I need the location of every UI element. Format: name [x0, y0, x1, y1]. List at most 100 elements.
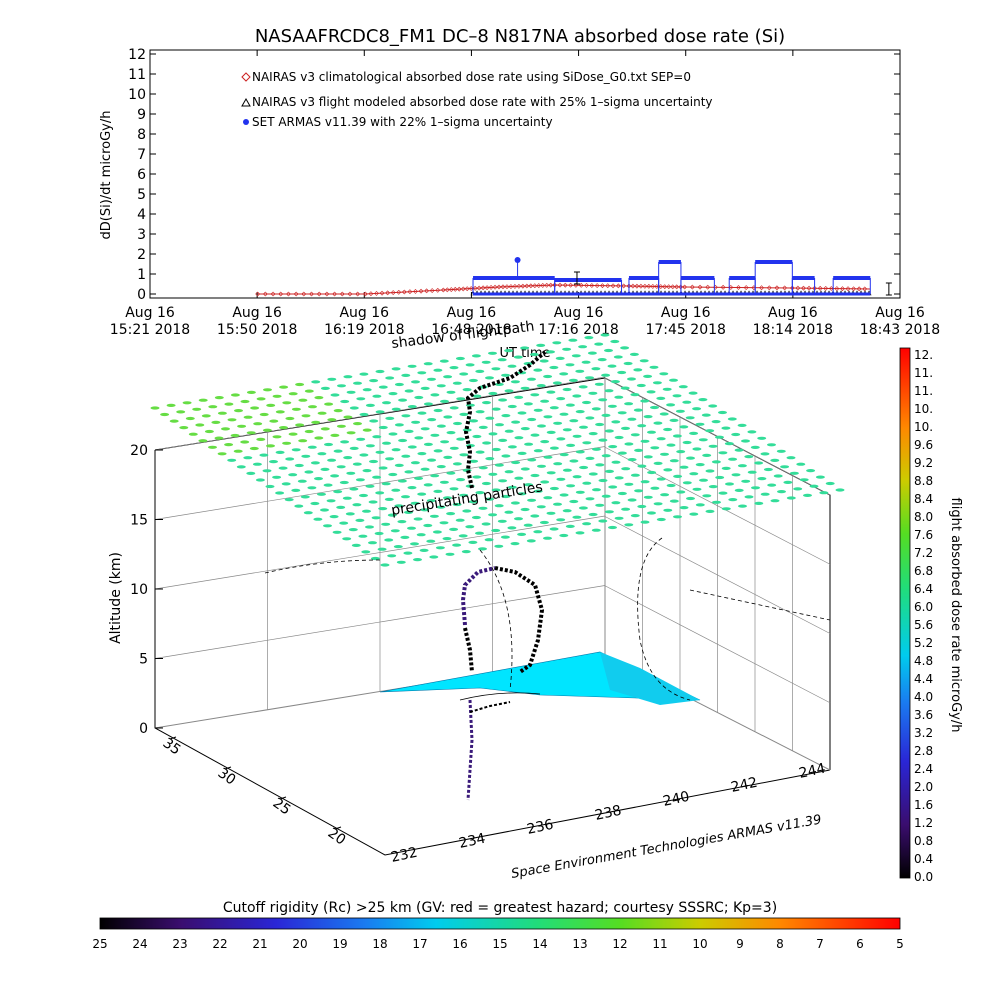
precip-marker	[592, 488, 601, 492]
precip-marker	[504, 510, 514, 514]
precip-marker	[809, 484, 819, 488]
precip-marker	[614, 476, 624, 480]
precip-marker	[413, 517, 423, 521]
cutoff-colorbar-tick-label: 12	[612, 937, 627, 951]
dose-colorbar-ticks: 12. 11. 11. 10. 10. 9.6 9.2 8.8 8.4 8.0 7.6 7.2 6.8 6…	[914, 348, 933, 884]
dose-colorbar-tick-label: 9.6	[914, 438, 933, 452]
precip-marker	[359, 493, 368, 498]
precip-marker	[825, 481, 835, 486]
precip-marker	[427, 418, 437, 422]
precip-marker	[430, 393, 440, 397]
precip-marker	[491, 488, 501, 492]
precip-marker	[529, 352, 539, 357]
precip-marker	[169, 419, 179, 423]
precip-marker	[552, 381, 562, 385]
precip-marker	[559, 533, 569, 538]
precip-marker	[624, 442, 634, 446]
precip-marker	[449, 527, 459, 532]
precip-marker	[682, 481, 692, 485]
precip-marker	[653, 502, 663, 506]
precip-marker	[349, 446, 359, 450]
nairas-clim-marker	[418, 288, 424, 294]
dose-colorbar-tick-label: 1.6	[914, 798, 933, 812]
precip-marker	[423, 523, 433, 528]
precip-marker	[591, 367, 601, 371]
precip-marker	[721, 507, 731, 511]
precip-marker	[436, 424, 446, 428]
precip-marker	[160, 412, 170, 417]
dose-colorbar-tick-label: 5.2	[914, 636, 933, 650]
precip-marker	[678, 385, 688, 389]
lon-tick-label: 234	[458, 831, 488, 852]
precip-marker	[407, 405, 417, 409]
precip-marker	[236, 465, 246, 469]
dose-colorbar-tick-label: 8.4	[914, 492, 933, 506]
y-tick-label: 0	[137, 287, 146, 303]
precip-marker	[439, 480, 449, 484]
legend-item-armas: SET ARMAS v11.39 with 22% 1–sigma uncert…	[243, 115, 553, 129]
cutoff-colorbar-tick-label: 13	[572, 937, 587, 951]
precip-marker	[533, 449, 543, 453]
precip-marker	[353, 381, 362, 385]
precip-marker	[397, 520, 407, 524]
nairas-clim-marker	[407, 289, 413, 295]
precip-marker	[562, 387, 572, 392]
nairas-clim-marker	[578, 282, 584, 288]
nairas-clim-marker	[840, 286, 845, 292]
nairas-clim-marker	[396, 289, 402, 295]
cutoff-colorbar-tick-label: 11	[652, 937, 667, 951]
altitude-axis-label: Altitude (km)	[108, 552, 124, 644]
nairas-clim-marker	[339, 291, 345, 297]
precip-marker	[637, 504, 647, 509]
legend-diamond-marker	[241, 72, 251, 82]
precip-marker	[507, 445, 517, 449]
precip-marker	[275, 450, 285, 454]
lon-tick-label: 236	[526, 817, 556, 838]
precip-marker	[423, 362, 433, 366]
precip-marker	[569, 499, 579, 504]
precip-marker	[585, 416, 595, 420]
precip-marker	[498, 479, 508, 483]
precip-marker	[605, 469, 614, 473]
precip-marker	[543, 415, 553, 419]
precip-marker	[793, 487, 803, 491]
precip-marker	[256, 437, 266, 441]
precip-marker	[698, 398, 708, 402]
precip-marker	[375, 410, 385, 414]
precip-marker	[682, 440, 692, 445]
precip-marker	[581, 360, 591, 364]
precip-marker	[497, 519, 507, 523]
precip-marker	[420, 427, 430, 431]
precip-marker	[391, 367, 401, 371]
precip-marker	[387, 513, 397, 517]
x-tick-time-label: 18:14 2018	[753, 322, 833, 338]
x-tick-day-label: Aug 16	[661, 305, 711, 321]
precip-marker	[243, 456, 253, 460]
precip-marker	[543, 374, 553, 379]
precip-marker	[410, 461, 420, 465]
precip-marker	[647, 511, 656, 515]
precip-marker	[478, 425, 488, 429]
nairas-clim-marker	[705, 284, 711, 290]
precip-marker	[385, 376, 395, 380]
precip-marker	[221, 427, 230, 431]
precip-marker	[452, 543, 462, 547]
precip-marker	[301, 454, 311, 458]
precip-marker	[349, 406, 359, 410]
nairas-clim-marker	[584, 283, 589, 288]
precip-marker	[233, 449, 243, 453]
precip-marker	[443, 455, 453, 459]
precip-marker	[336, 424, 346, 428]
precip-marker	[240, 440, 250, 444]
precip-marker	[653, 421, 663, 425]
cutoff-colorbar-tick-label: 23	[172, 937, 187, 951]
precip-marker	[313, 517, 323, 521]
precip-marker	[472, 475, 482, 479]
precip-marker	[520, 507, 530, 512]
nairas-clim-marker	[435, 287, 441, 293]
precip-marker	[420, 467, 430, 471]
cutoff-colorbar: Cutoff rigidity (Rc) >25 km (GV: red = g…	[92, 900, 903, 951]
nairas-clim-marker	[845, 286, 851, 292]
